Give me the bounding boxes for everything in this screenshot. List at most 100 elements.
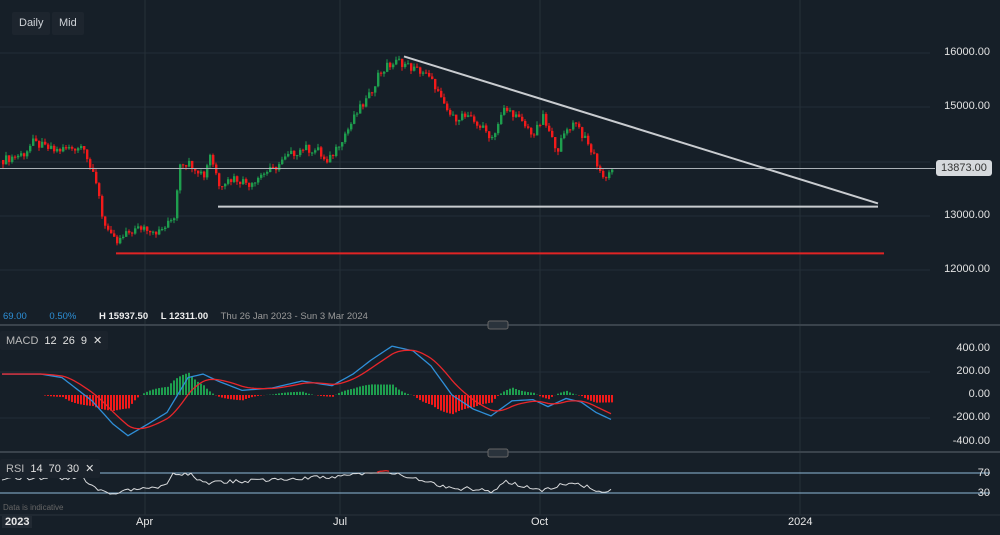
candle	[347, 129, 350, 134]
macd-histogram-bar	[146, 391, 148, 395]
candle	[116, 236, 119, 244]
candle	[251, 183, 254, 187]
close-icon[interactable]: ✕	[93, 335, 103, 347]
candle	[416, 66, 419, 68]
candle	[491, 137, 494, 139]
candle	[26, 151, 29, 157]
candle	[185, 165, 188, 167]
interval-button[interactable]: Daily	[12, 12, 51, 35]
macd-histogram-bar	[92, 395, 94, 407]
candle	[134, 228, 137, 234]
candle	[521, 116, 524, 121]
candle	[506, 107, 509, 111]
macd-histogram-bar	[227, 395, 229, 399]
candle	[71, 147, 74, 149]
candle	[32, 138, 35, 146]
macd-tick: -200.00	[952, 411, 990, 423]
candle	[341, 142, 344, 147]
candle	[152, 231, 155, 233]
candle	[194, 168, 197, 171]
macd-histogram-bar	[350, 389, 352, 395]
candle	[5, 155, 8, 165]
candle	[170, 220, 173, 222]
rsi-overbought-segment	[376, 470, 381, 473]
candle	[53, 145, 56, 152]
candle	[167, 220, 170, 228]
macd-histogram-bar	[443, 395, 445, 412]
candle	[308, 144, 311, 153]
candle	[44, 141, 47, 145]
macd-histogram-bar	[572, 393, 574, 395]
candle	[233, 176, 236, 182]
rsi-upper: 70	[48, 463, 61, 475]
candle	[188, 160, 191, 167]
candle	[74, 148, 77, 151]
candle	[164, 227, 167, 230]
macd-histogram-bar	[395, 387, 397, 395]
candle	[323, 156, 326, 160]
candle	[437, 89, 440, 91]
candle	[482, 125, 485, 128]
macd-histogram-bar	[446, 395, 448, 413]
rsi-tick: 70	[977, 467, 990, 479]
macd-histogram-bar	[419, 395, 421, 401]
macd-histogram-bar	[452, 395, 454, 415]
macd-histogram-bar	[344, 390, 346, 395]
candle	[605, 177, 608, 179]
macd-histogram-bar	[275, 393, 277, 395]
price-type-button[interactable]: Mid	[52, 12, 84, 35]
macd-histogram-bar	[560, 392, 562, 395]
macd-fast: 12	[44, 335, 57, 347]
macd-histogram-bar	[128, 395, 130, 409]
candle	[515, 114, 518, 117]
macd-histogram-bar	[338, 393, 340, 395]
candle	[11, 156, 14, 162]
candle	[287, 153, 290, 157]
candle	[245, 179, 248, 183]
candle	[254, 182, 257, 184]
macd-histogram-bar	[596, 395, 598, 403]
candle	[467, 115, 470, 117]
candle	[356, 113, 359, 115]
macd-histogram-bar	[110, 395, 112, 411]
close-icon[interactable]: ✕	[85, 463, 95, 475]
candle	[296, 155, 299, 157]
y-tick: 13000.00	[944, 209, 990, 221]
candle	[182, 164, 185, 166]
macd-tick: 0.00	[968, 388, 990, 400]
macd-histogram-bar	[458, 395, 460, 411]
macd-histogram-bar	[251, 395, 253, 398]
macd-histogram-bar	[65, 395, 67, 400]
macd-histogram-bar	[374, 384, 376, 395]
candle	[566, 129, 569, 134]
candle	[320, 147, 323, 157]
x-tick: Jul	[333, 516, 348, 528]
macd-histogram-bar	[512, 387, 514, 395]
candle	[242, 179, 245, 185]
macd-histogram-bar	[431, 395, 433, 405]
macd-histogram-bar	[398, 389, 400, 395]
macd-histogram-bar	[71, 395, 73, 402]
macd-tick: 400.00	[956, 342, 990, 354]
candle	[479, 125, 482, 128]
date-range: Thu 26 Jan 2023 - Sun 3 Mar 2024	[220, 311, 368, 322]
macd-histogram-bar	[527, 392, 529, 395]
candle	[278, 164, 281, 171]
macd-histogram-bar	[584, 395, 586, 399]
candle	[38, 140, 41, 148]
candle	[35, 138, 38, 141]
macd-histogram-bar	[449, 395, 451, 414]
candle	[587, 135, 590, 145]
candle	[179, 164, 182, 191]
candle	[158, 229, 161, 235]
candle	[392, 64, 395, 68]
macd-histogram-bar	[230, 395, 232, 400]
rsi-period: 14	[30, 463, 43, 475]
macd-name: MACD	[6, 335, 39, 347]
candle	[80, 146, 83, 149]
candle	[200, 171, 203, 174]
macd-histogram-bar	[254, 395, 256, 397]
macd-histogram-bar	[83, 395, 85, 405]
candle	[257, 177, 260, 183]
